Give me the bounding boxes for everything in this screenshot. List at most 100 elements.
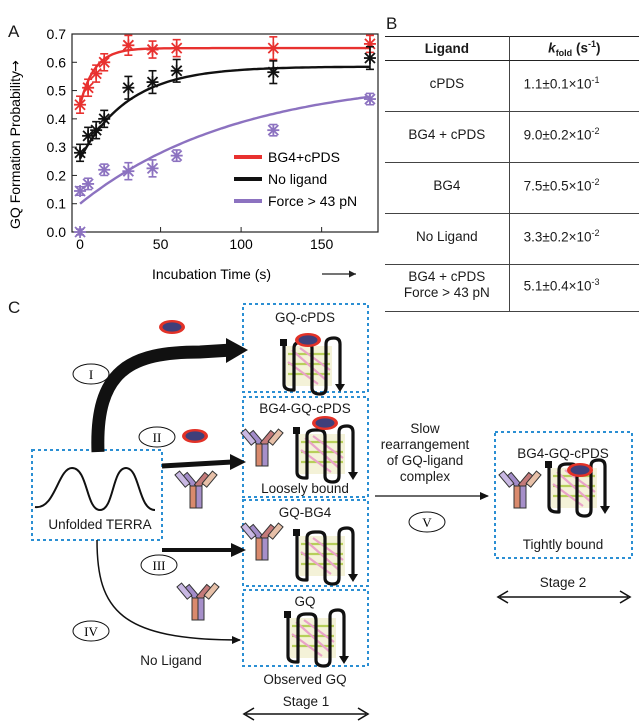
data-point [98, 52, 111, 72]
data-point [90, 64, 103, 83]
x-axis-label: Incubation Time (s) [152, 266, 271, 282]
y-tick-label: 0.2 [47, 167, 67, 183]
data-point [170, 58, 183, 83]
arrow-iii-head [231, 543, 246, 557]
roman-iii: III [153, 558, 166, 573]
box-gq-cpds [242, 303, 369, 393]
data-point [363, 45, 376, 71]
bound-cpds-1 [295, 333, 321, 347]
table-row: No Ligand 3.3±0.2×10-2 [385, 213, 639, 265]
data-point [82, 177, 95, 191]
label-final-complex: BG4-GQ-cPDS [517, 446, 609, 461]
y-tick-label: 0.3 [47, 139, 67, 155]
bound-bg4-5 [498, 470, 542, 509]
arrow-iv [96, 539, 241, 644]
box-bg4-gq-cpds [242, 396, 369, 498]
roman-ii: II [153, 430, 162, 445]
free-bg4-antibody-ii [174, 470, 218, 509]
data-point [363, 92, 376, 106]
oval-iv [72, 620, 110, 642]
stage-1-arrow [242, 707, 370, 721]
label-gq-bg4: GQ-BG4 [279, 505, 332, 520]
arrow-ii [161, 459, 233, 469]
chart-axes: 0.0 0.1 0.2 0.3 0.4 0.5 0.6 0.7 0 50 100 150 [47, 26, 379, 252]
label-gq-cpds: GQ-cPDS [275, 310, 335, 325]
y-tick-label: 0.1 [47, 196, 67, 212]
label-unfolded-terra: Unfolded TERRA [48, 517, 151, 532]
x-tick-label: 100 [229, 236, 253, 252]
data-point [122, 34, 135, 57]
gq-structure-4 [282, 608, 351, 668]
table-cell-ligand: No Ligand [385, 213, 510, 265]
oval-ii [138, 426, 176, 448]
roman-i: I [89, 367, 93, 382]
data-point [267, 60, 280, 85]
label-stage-2: Stage 2 [540, 575, 587, 590]
y-axis-arrow: → [8, 60, 24, 72]
bound-bg4-2 [240, 428, 284, 467]
stage-2-arrow [496, 590, 632, 604]
table-cell-kfold: 3.3±0.2×10-2 [509, 213, 639, 265]
roman-iv: IV [84, 624, 98, 639]
free-bg4-antibody-iii [176, 582, 220, 621]
free-cpds-ligand-ii [182, 429, 208, 443]
data-point [267, 36, 280, 61]
chart-points [74, 34, 376, 238]
table-row: BG4 + cPDS Force > 43 pN 5.1±0.4×10-3 [385, 264, 639, 312]
data-point [146, 40, 159, 59]
table-cell-ligand: cPDS [385, 60, 510, 112]
label-no-ligand: No Ligand [140, 653, 202, 668]
oval-v [408, 511, 446, 533]
x-axis-arrow [322, 270, 356, 278]
data-point [170, 38, 183, 58]
table-row: cPDS 1.1±0.1×10-1 [385, 60, 639, 112]
y-tick-label: 0.4 [47, 111, 67, 127]
label-slow-1: Slow [410, 421, 440, 436]
y-tick-label: 0.5 [47, 83, 67, 99]
y-axis-label: GQ Formation Probability [7, 71, 23, 229]
panel-a-letter: A [8, 22, 20, 41]
roman-v: V [422, 515, 432, 530]
label-bg4-gq-cpds: BG4-GQ-cPDS [259, 401, 351, 416]
data-point [146, 159, 159, 178]
data-point [122, 75, 135, 100]
box-tightly-bound [494, 431, 633, 559]
panel-c-letter: C [8, 298, 21, 317]
data-point [74, 226, 87, 238]
table-cell-kfold: 9.0±0.2×10-2 [509, 111, 639, 163]
arrow-ii-head [230, 454, 246, 470]
box-gq [242, 589, 369, 667]
bound-cpds-2 [312, 416, 338, 430]
free-cpds-ligand-i [159, 320, 185, 334]
legend-label: No ligand [268, 171, 327, 187]
gq-structure-2 [291, 424, 360, 484]
data-point [74, 143, 87, 163]
table-cell-kfold: 7.5±0.5×10-2 [509, 162, 639, 214]
data-point [90, 120, 103, 140]
table-row: BG4 7.5±0.5×10-2 [385, 162, 639, 214]
data-point [82, 78, 95, 98]
plot-frame [71, 33, 379, 233]
bound-cpds-5 [567, 463, 593, 477]
table-cell-kfold: 1.1±0.1×10-1 [509, 60, 639, 112]
fit-curve [79, 65, 370, 160]
label-slow-4: complex [400, 469, 451, 484]
data-point [98, 109, 111, 129]
unfolded-rna-strand [34, 466, 156, 512]
arrow-i-head [226, 338, 248, 363]
data-point [122, 161, 135, 181]
table-cell-kfold: 5.1±0.4×10-3 [509, 264, 639, 312]
label-stage-1: Stage 1 [283, 694, 330, 709]
data-point [74, 95, 87, 114]
x-tick-label: 150 [310, 236, 334, 252]
oval-i [72, 363, 110, 385]
x-tick-label: 50 [153, 236, 169, 252]
table-cell-ligand: BG4 [385, 162, 510, 214]
label-tightly-bound: Tightly bound [523, 537, 604, 552]
label-slow-3: of GQ-ligand [387, 453, 464, 468]
table-cell-ligand: BG4 + cPDS Force > 43 pN [385, 264, 510, 312]
table-header-ligand: Ligand [385, 36, 510, 61]
data-point [267, 123, 280, 137]
label-gq: GQ [294, 594, 315, 609]
